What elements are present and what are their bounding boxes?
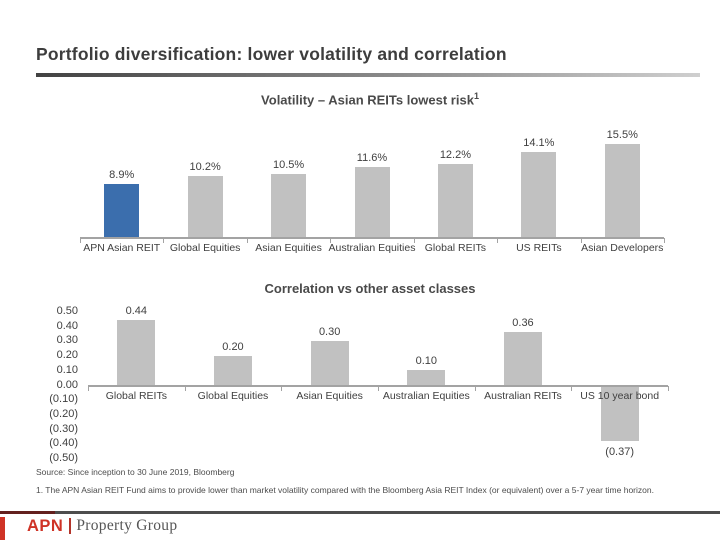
page-title: Portfolio diversification: lower volatil…	[36, 44, 507, 64]
category-label: US 10 year bond	[580, 390, 660, 402]
correlation-bar	[117, 320, 156, 385]
category-label: Global Equities	[197, 390, 269, 402]
y-axis-tick-label: 0.40	[56, 319, 78, 332]
bar-value-label: 14.1%	[523, 137, 555, 150]
footnote-marker: 1	[473, 91, 479, 101]
category-label: Asian Equities	[255, 242, 322, 254]
correlation-bar	[600, 387, 639, 442]
volatility-bar	[437, 163, 473, 237]
apn-property-group-logo: APN Property Group	[27, 516, 177, 536]
title-underline-rule	[36, 73, 700, 77]
footer-divider-accent	[0, 511, 55, 514]
axis-tick	[246, 238, 248, 243]
y-axis-tick-label: 0.20	[56, 349, 78, 362]
bar-value-label: 12.2%	[439, 148, 472, 161]
category-label: Australian REITs	[484, 390, 562, 402]
bar-value-label: 11.6%	[356, 152, 388, 165]
brand-corner-strip	[0, 517, 5, 540]
bar-value-label: 0.44	[125, 305, 148, 318]
axis-tick	[413, 238, 415, 243]
y-axis-tick-label: (0.50)	[49, 452, 78, 464]
y-axis-tick-label: 0.10	[56, 363, 78, 376]
y-axis-tick-label: 0.00	[56, 378, 78, 391]
logo-name-text: Property Group	[76, 517, 178, 534]
volatility-bar	[104, 183, 140, 237]
axis-tick	[571, 386, 573, 391]
category-label: Asian Developers	[581, 242, 664, 254]
y-axis-tick-label: (0.30)	[49, 422, 78, 435]
axis-tick	[163, 238, 165, 243]
category-label: Global Equities	[169, 242, 241, 254]
category-label: Asian Equities	[296, 390, 363, 402]
bar-value-label: 15.5%	[606, 129, 638, 141]
axis-tick	[88, 386, 89, 391]
correlation-bar	[407, 370, 446, 385]
axis-tick	[80, 238, 81, 243]
volatility-bar	[604, 144, 640, 237]
axis-tick	[378, 386, 379, 391]
volatility-chart-title: Volatility – Asian REITs lowest risk1	[20, 91, 720, 107]
volatility-bar	[521, 152, 557, 237]
category-label: Global REITs	[424, 242, 487, 254]
y-axis-tick-label: (0.40)	[49, 437, 78, 450]
axis-tick	[184, 386, 186, 391]
bar-value-label: 10.2%	[189, 160, 221, 173]
axis-tick	[668, 386, 669, 391]
correlation-bar	[310, 340, 349, 385]
axis-tick	[474, 386, 476, 391]
category-label: Australian Equities	[328, 242, 416, 254]
y-axis-tick-label: (0.20)	[49, 407, 78, 420]
volatility-chart-title-text: Volatility – Asian REITs lowest risk	[261, 92, 474, 108]
bar-value-label: 0.36	[512, 317, 534, 330]
y-axis-tick-label: 0.50	[56, 305, 78, 317]
footer-divider	[0, 511, 720, 514]
volatility-bar	[354, 167, 390, 237]
volatility-bar	[271, 174, 307, 237]
axis-tick	[664, 238, 665, 243]
footnote-text: 1. The APN Asian REIT Fund aims to provi…	[36, 485, 654, 495]
category-label: Australian Equities	[382, 390, 470, 402]
y-axis-tick-label: (0.10)	[49, 393, 78, 406]
axis-tick	[330, 238, 332, 243]
volatility-x-axis	[80, 237, 664, 239]
bar-value-label: 0.10	[415, 355, 438, 368]
bar-value-label: (0.37)	[605, 446, 635, 459]
correlation-chart-title: Correlation vs other asset classes	[264, 281, 476, 296]
category-label: APN Asian REIT	[83, 242, 161, 254]
source-note: Source: Since inception to 30 June 2019,…	[36, 467, 235, 477]
bar-value-label: 10.5%	[272, 159, 305, 171]
category-label: US REITs	[516, 242, 562, 254]
bar-value-label: 0.30	[318, 325, 341, 338]
bar-value-label: 8.9%	[109, 168, 135, 181]
axis-tick	[497, 238, 499, 243]
bar-value-label: 0.20	[222, 340, 244, 353]
correlation-bar	[214, 355, 252, 385]
category-label: Global REITs	[105, 390, 167, 402]
logo-brand-text: APN	[27, 516, 64, 535]
y-axis-tick-label: 0.30	[56, 334, 78, 347]
volatility-bar	[187, 175, 223, 237]
axis-tick	[281, 386, 283, 391]
axis-tick	[580, 238, 582, 243]
logo-separator	[69, 518, 72, 534]
correlation-bar	[504, 332, 542, 385]
